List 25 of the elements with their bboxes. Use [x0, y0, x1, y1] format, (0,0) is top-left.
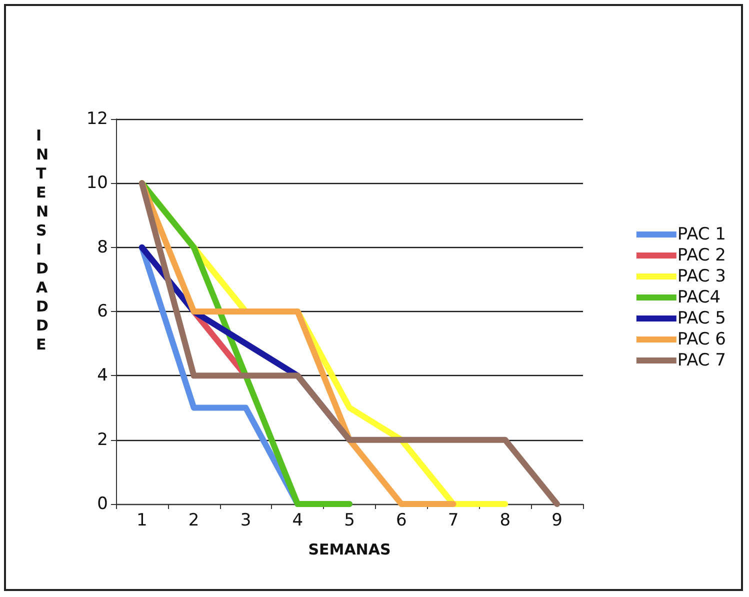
y-tick-label: 6 — [97, 302, 108, 322]
x-tick-label: 4 — [292, 510, 304, 530]
x-tick-label: 6 — [396, 510, 407, 530]
x-tick-label: 5 — [344, 510, 355, 530]
x-tick-label: 1 — [136, 510, 148, 530]
legend-label: PAC 1 — [677, 224, 726, 244]
legend-label: PAC 6 — [677, 330, 726, 350]
x-tick-label: 7 — [448, 510, 459, 530]
y-tick-label: 12 — [86, 109, 108, 129]
x-tick-label: 9 — [552, 510, 562, 530]
legend-label: PAC4 — [677, 288, 721, 308]
text: INTENSIDADDE — [36, 126, 49, 354]
x-tick-label: 3 — [240, 510, 252, 530]
y-tick-label: 4 — [97, 366, 108, 386]
y-tick-label: 10 — [86, 173, 108, 194]
y-tick-label: 8 — [97, 237, 108, 258]
x-tick-label: 8 — [500, 510, 511, 530]
x-axis-title: SEMANAS — [308, 540, 391, 558]
legend-label: PAC 5 — [677, 308, 726, 328]
legend-label: PAC 3 — [677, 266, 726, 286]
y-tick-label: 0 — [97, 494, 108, 514]
x-tick-label: 2 — [188, 510, 200, 530]
legend-label: PAC 2 — [677, 246, 726, 266]
y-tick-label: 2 — [97, 430, 108, 450]
legend-label: PAC 7 — [677, 350, 726, 370]
